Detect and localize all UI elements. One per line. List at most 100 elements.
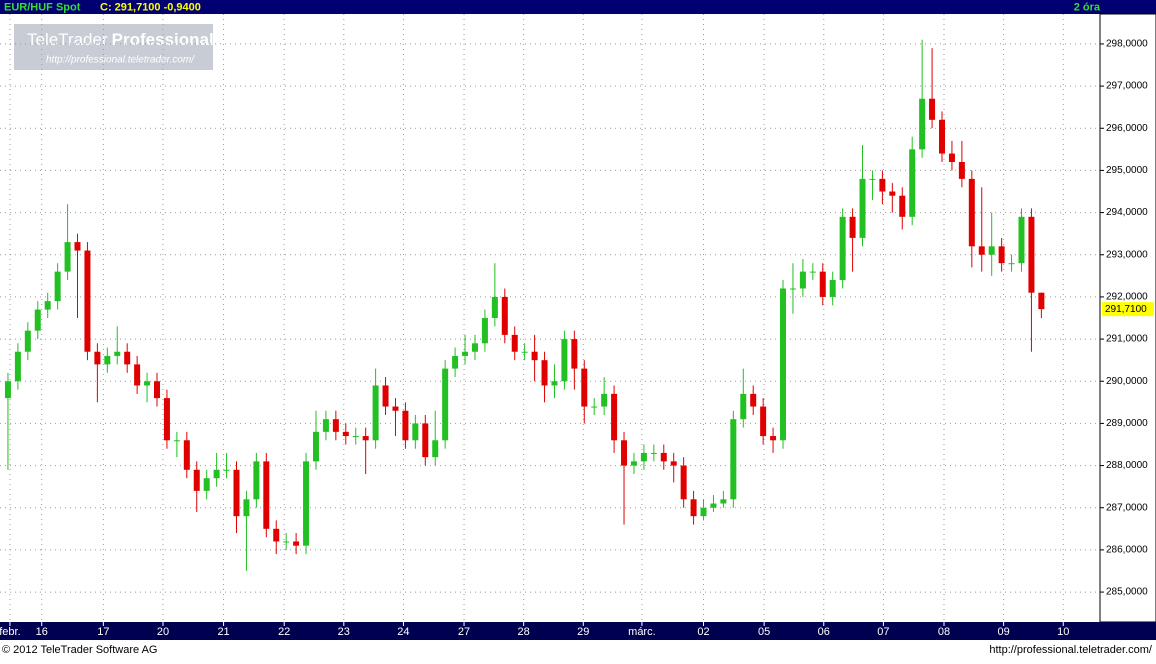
logo: TeleTrader Professional http://profession… xyxy=(14,24,214,70)
candle-body xyxy=(94,351,101,365)
candle-body xyxy=(720,499,727,504)
candle-body xyxy=(213,469,220,479)
y-axis-panel xyxy=(1099,13,1156,623)
candle-body xyxy=(809,271,816,273)
candle-body xyxy=(104,355,111,365)
candle-body xyxy=(352,436,359,438)
candle-body xyxy=(640,452,647,462)
x-tick-label: 08 xyxy=(938,626,950,638)
candle-body xyxy=(929,98,936,120)
y-tick-label: 298,0000 xyxy=(1106,39,1148,50)
footer-url: http://professional.teletrader.com/ xyxy=(989,644,1153,656)
candle-body xyxy=(154,381,161,399)
candle-body xyxy=(64,242,71,272)
candle-body xyxy=(303,461,310,546)
x-tick-label: 07 xyxy=(877,626,889,638)
candle-body xyxy=(551,381,558,386)
candle-body xyxy=(690,499,697,517)
candle-body xyxy=(859,178,866,238)
candle-body xyxy=(243,499,250,517)
candle-body xyxy=(342,431,349,437)
chart-title: EUR/HUF Spot xyxy=(4,1,81,13)
candle-body xyxy=(114,351,121,356)
candle-body xyxy=(382,385,389,407)
y-tick-label: 297,0000 xyxy=(1106,81,1148,92)
candle-body xyxy=(978,246,985,255)
x-tick-label: 29 xyxy=(577,626,589,638)
candle-body xyxy=(481,318,488,344)
x-tick-label: febr. xyxy=(0,626,21,638)
candle-body xyxy=(680,465,687,500)
candle-body xyxy=(283,541,290,543)
candle-body xyxy=(541,360,548,386)
candle-body xyxy=(879,178,886,192)
candle-body xyxy=(621,440,628,466)
y-tick-label: 286,0000 xyxy=(1106,545,1148,556)
candle-body xyxy=(14,351,21,382)
candle-body xyxy=(134,364,141,386)
candle-body xyxy=(799,271,806,289)
logo-brand: TeleTrader xyxy=(27,30,108,49)
y-tick-label: 296,0000 xyxy=(1106,123,1148,134)
candle-body xyxy=(591,406,598,408)
x-tick-label: 20 xyxy=(157,626,169,638)
axes: 285,0000 286,0000 287,0000 288,0000 289,0000… xyxy=(0,39,1154,638)
candle-body xyxy=(571,339,578,369)
candle-body xyxy=(312,431,319,462)
candle-body xyxy=(998,246,1005,264)
candle-body xyxy=(34,309,41,331)
grid xyxy=(0,14,1100,622)
y-tick-label: 292,0000 xyxy=(1106,292,1148,303)
candle-body xyxy=(471,343,478,352)
candle-body xyxy=(710,503,717,508)
last-price-label: 291,7100 xyxy=(1105,304,1147,315)
candle-body xyxy=(670,461,677,466)
x-tick-label: 05 xyxy=(758,626,770,638)
candle-body xyxy=(1008,263,1015,265)
candle-body xyxy=(54,271,61,302)
candle-body xyxy=(501,296,508,335)
candle-body xyxy=(233,469,240,517)
candle-body xyxy=(819,271,826,297)
candle-body xyxy=(760,406,767,437)
candle-body xyxy=(909,149,916,217)
y-tick-label: 295,0000 xyxy=(1106,165,1148,176)
candle-body xyxy=(939,119,946,154)
y-tick-label: 290,0000 xyxy=(1106,376,1148,387)
candle-body xyxy=(869,178,876,180)
candle-body xyxy=(442,368,449,441)
candle-body xyxy=(740,393,747,420)
y-tick-label: 288,0000 xyxy=(1106,460,1148,471)
candle-body xyxy=(889,191,896,196)
candle-body xyxy=(561,339,568,382)
x-tick-label: 28 xyxy=(518,626,530,638)
candle-body xyxy=(293,541,300,546)
x-tick-label: 23 xyxy=(338,626,350,638)
candle-body xyxy=(144,381,151,386)
candle-body xyxy=(958,161,965,179)
x-tick-label: 09 xyxy=(997,626,1009,638)
candle-body xyxy=(750,393,757,407)
x-tick-label: 27 xyxy=(458,626,470,638)
x-tick-label: 02 xyxy=(697,626,709,638)
y-tick-label: 293,0000 xyxy=(1106,249,1148,260)
candle-body xyxy=(362,436,369,441)
candle-body xyxy=(1018,216,1025,264)
candle-body xyxy=(84,250,91,352)
x-tick-label: 16 xyxy=(36,626,48,638)
candle-body xyxy=(968,178,975,247)
y-tick-label: 289,0000 xyxy=(1106,418,1148,429)
candle-body xyxy=(611,393,618,441)
candle-body xyxy=(581,368,588,407)
candle-body xyxy=(491,296,498,318)
copyright: © 2012 TeleTrader Software AG xyxy=(2,644,157,656)
candle-body xyxy=(203,478,210,491)
candle-body xyxy=(432,440,439,458)
x-axis-bar xyxy=(0,622,1156,640)
candle-body xyxy=(4,381,11,399)
period-label: 2 óra xyxy=(1074,1,1101,13)
logo-name: TeleTrader Professional xyxy=(27,30,214,49)
y-tick-label: 294,0000 xyxy=(1106,207,1148,218)
candle-body xyxy=(948,153,955,162)
